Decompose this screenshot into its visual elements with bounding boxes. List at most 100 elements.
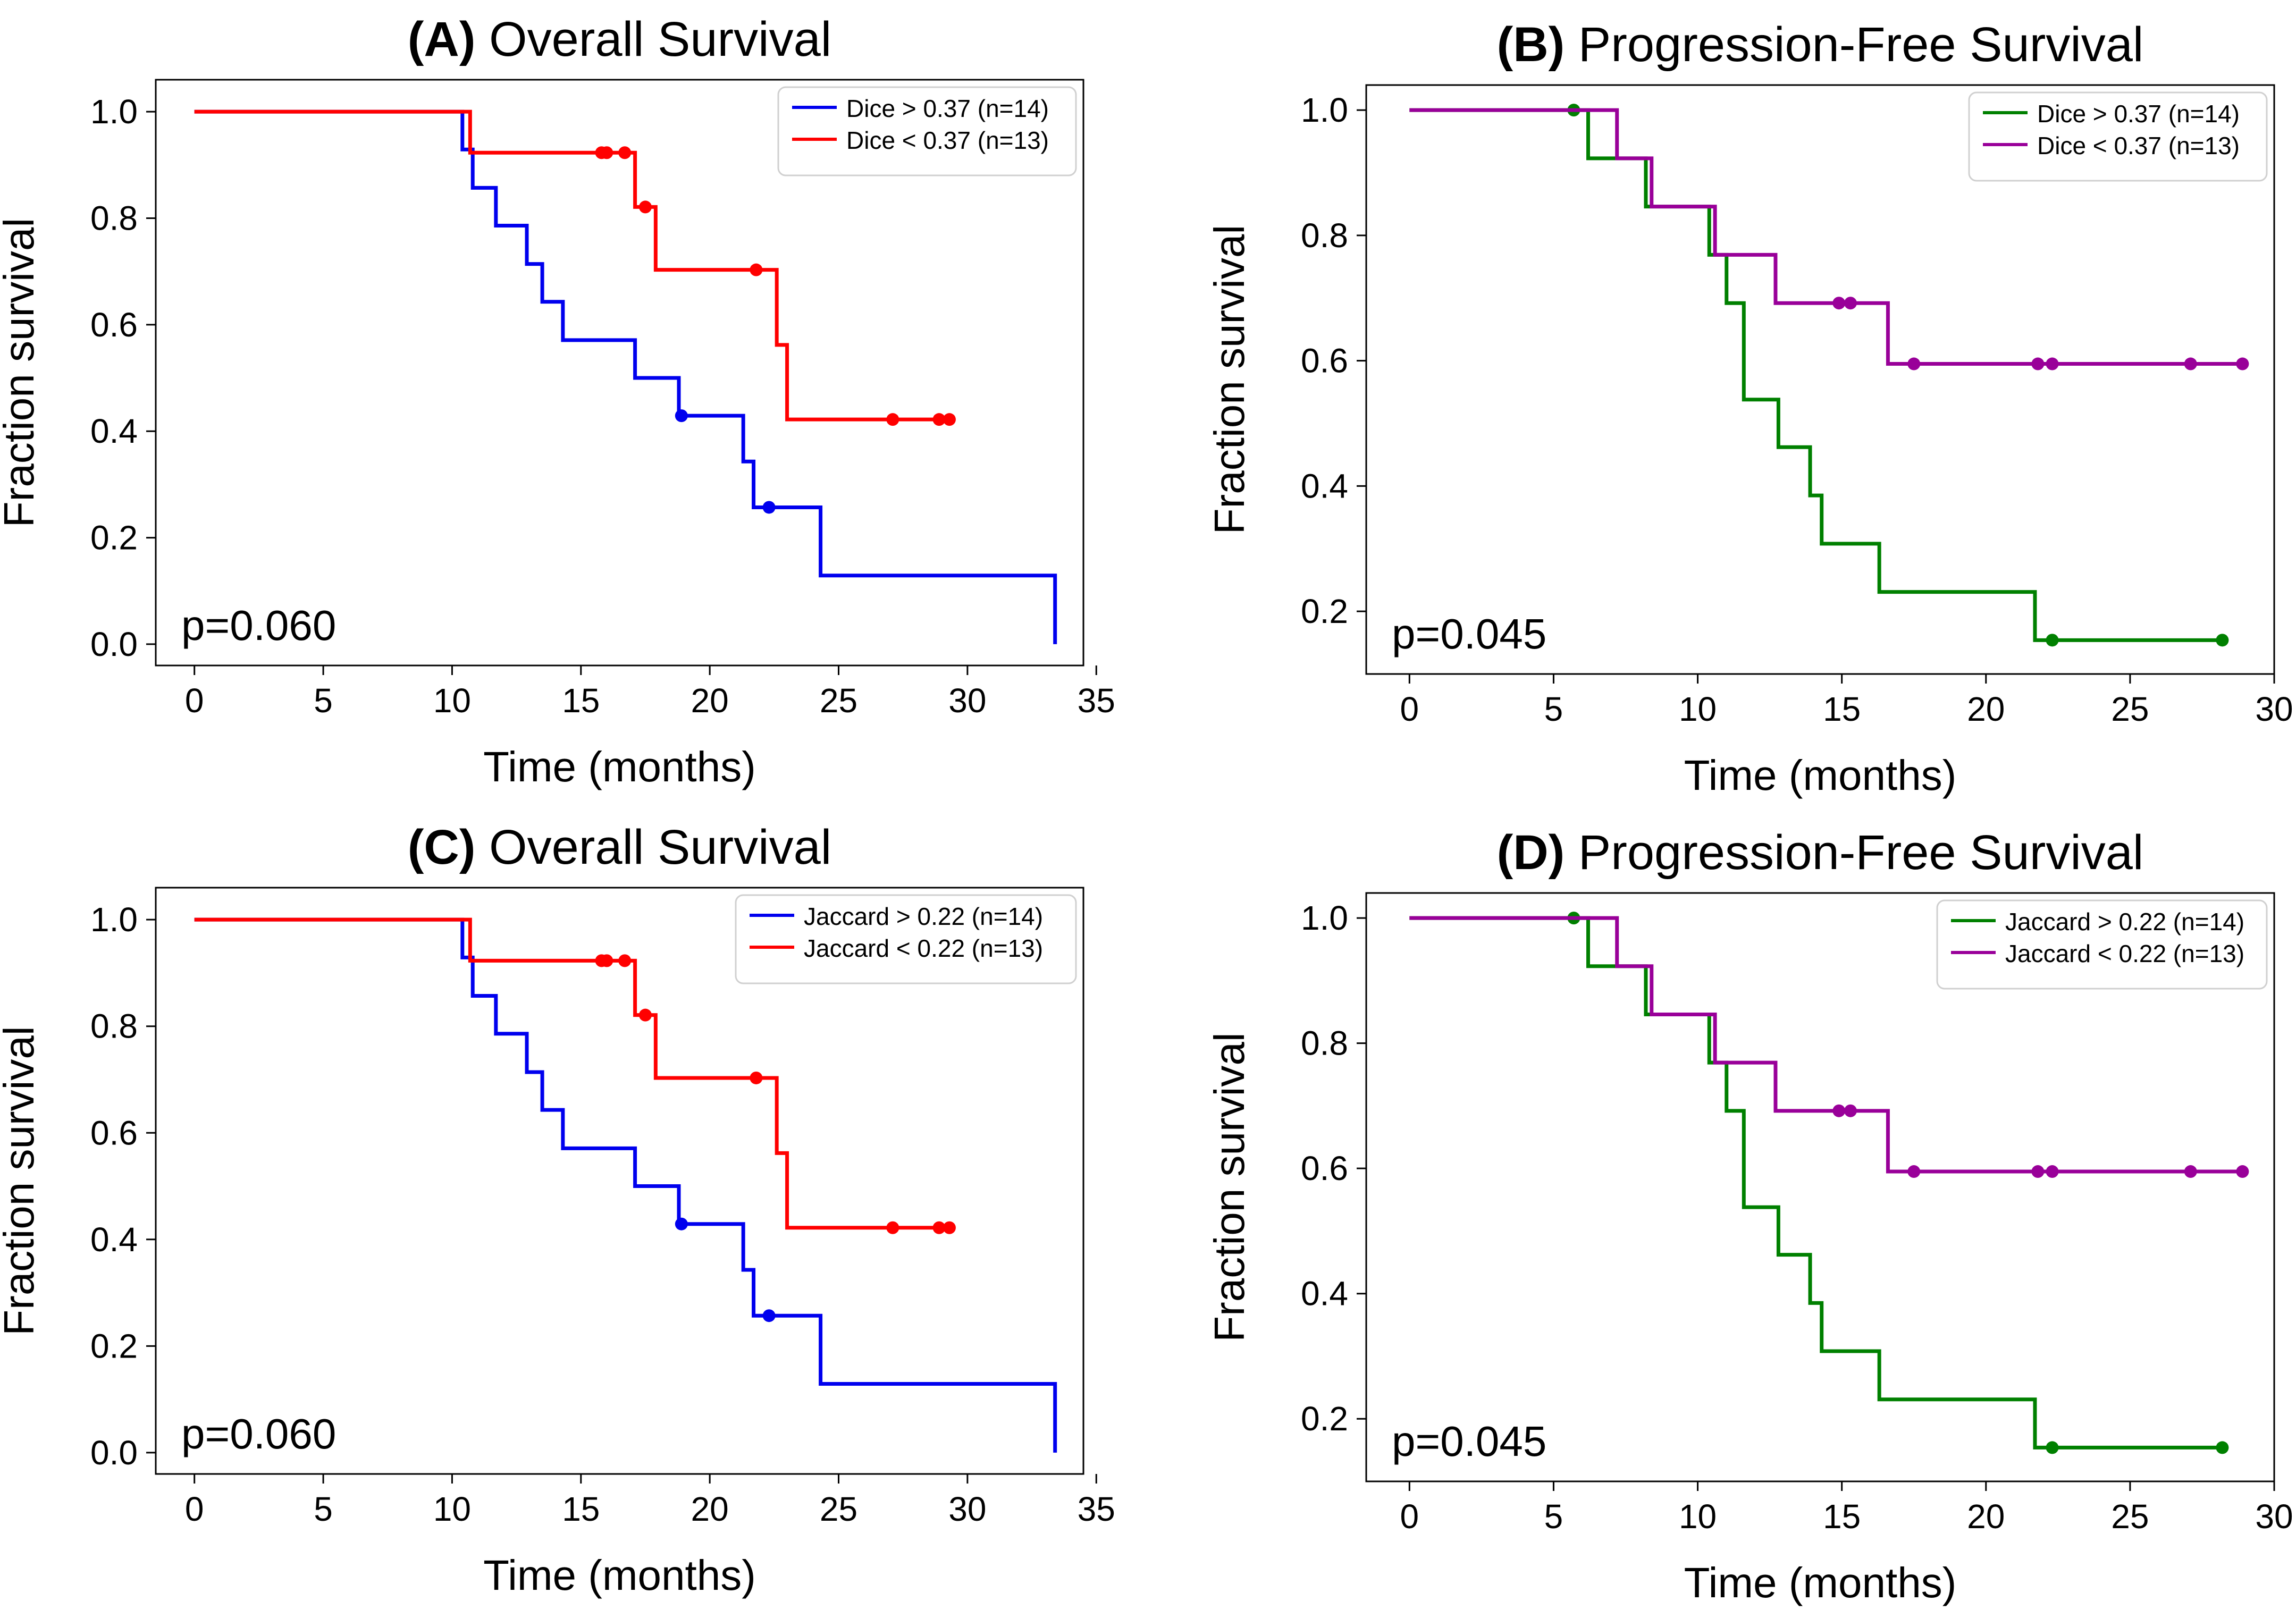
survival-curve-line bbox=[1409, 108, 2245, 366]
censor-marker bbox=[2046, 634, 2059, 647]
censor-marker bbox=[2236, 357, 2249, 370]
chart-title-prefix: (D) bbox=[1497, 825, 1565, 880]
legend-entry-label: Dice < 0.37 (n=13) bbox=[846, 127, 1049, 154]
chart-title-main: Progression-Free Survival bbox=[1578, 18, 2143, 72]
chart-title-main: Overall Survival bbox=[489, 12, 831, 66]
censor-marker bbox=[2216, 1441, 2229, 1454]
plot-area-frame bbox=[155, 79, 1084, 667]
y-tick-label: 0.4 bbox=[1301, 1275, 1348, 1313]
chart-title-main: Overall Survival bbox=[489, 820, 831, 874]
x-tick-label: 25 bbox=[2111, 690, 2149, 728]
legend-entry-label: Jaccard < 0.22 (n=13) bbox=[2005, 940, 2244, 967]
plot-area-frame bbox=[1365, 892, 2275, 1482]
x-tick-label: 20 bbox=[691, 681, 729, 720]
x-tick-label: 5 bbox=[314, 1490, 333, 1528]
censor-marker bbox=[886, 413, 899, 426]
censor-marker bbox=[1907, 1165, 1921, 1178]
y-axis-label: Fraction survival bbox=[0, 218, 43, 527]
x-tick-label: 15 bbox=[562, 681, 600, 720]
chart-title-prefix: (B) bbox=[1497, 18, 1565, 72]
panel-d: (D) Progression-Free Survival 0 5 10 15 20 25 3… bbox=[1206, 825, 2293, 1606]
censor-marker bbox=[2236, 1165, 2249, 1178]
series-high bbox=[194, 917, 1057, 1453]
y-tick-label: 0.2 bbox=[1301, 592, 1348, 630]
series-high bbox=[1409, 104, 2229, 647]
y-tick-label: 0.6 bbox=[1301, 1149, 1348, 1187]
chart-title-prefix: (C) bbox=[408, 820, 476, 874]
x-tick-label: 25 bbox=[2111, 1497, 2149, 1536]
y-tick-label: 1.0 bbox=[1301, 899, 1348, 937]
x-tick-label: 35 bbox=[1078, 1490, 1115, 1528]
y-axis-label: Fraction survival bbox=[1206, 1032, 1253, 1342]
x-axis-label: Time (months) bbox=[483, 1552, 756, 1599]
p-value-annotation: p=0.045 bbox=[1392, 1418, 1546, 1465]
censor-marker bbox=[762, 501, 776, 514]
censor-marker bbox=[932, 1221, 946, 1234]
censor-marker bbox=[638, 1008, 652, 1022]
legend: Jaccard > 0.22 (n=14) Jaccard < 0.22 (n=1… bbox=[1936, 899, 2268, 990]
panel-a: (A) Overall Survival 0 5 10 15 20 25 30 35 0.0 0.2… bbox=[0, 12, 1115, 790]
y-axis-label: Fraction survival bbox=[1206, 225, 1253, 534]
y-tick-label: 0.8 bbox=[1301, 216, 1348, 255]
x-tick-label: 15 bbox=[562, 1490, 600, 1528]
censor-marker bbox=[943, 413, 956, 426]
x-tick-label: 35 bbox=[1078, 681, 1115, 720]
x-tick-label: 20 bbox=[1967, 1497, 2005, 1536]
y-tick-label: 0.8 bbox=[90, 1007, 138, 1046]
censor-marker bbox=[1844, 1104, 1857, 1117]
x-tick-label: 30 bbox=[948, 1490, 986, 1528]
y-tick-label: 1.0 bbox=[1301, 91, 1348, 129]
panel-c: (C) Overall Survival 0 5 10 15 20 25 30 35 0.0 0.2… bbox=[0, 820, 1115, 1599]
p-value-annotation: p=0.060 bbox=[181, 602, 336, 649]
x-tick-label: 15 bbox=[1823, 690, 1861, 728]
legend: Dice > 0.37 (n=14) Dice < 0.37 (n=13) bbox=[1968, 91, 2268, 182]
censor-marker bbox=[618, 146, 632, 159]
censor-marker bbox=[886, 1221, 899, 1234]
x-tick-label: 15 bbox=[1823, 1497, 1861, 1536]
x-tick-label: 0 bbox=[185, 1490, 204, 1528]
x-tick-label: 25 bbox=[820, 681, 857, 720]
y-tick-label: 0.4 bbox=[1301, 467, 1348, 505]
x-tick-label: 5 bbox=[1544, 690, 1563, 728]
censor-marker bbox=[2216, 634, 2229, 647]
censor-marker bbox=[2184, 1165, 2197, 1178]
censor-marker bbox=[675, 409, 688, 423]
series-low bbox=[194, 109, 956, 426]
y-tick-label: 0.8 bbox=[1301, 1024, 1348, 1063]
y-tick-label: 0.4 bbox=[90, 412, 138, 450]
censor-marker bbox=[638, 200, 652, 214]
censor-marker bbox=[1844, 297, 1857, 310]
y-tick-label: 0.4 bbox=[90, 1220, 138, 1259]
x-axis-label: Time (months) bbox=[483, 743, 756, 790]
censor-marker bbox=[750, 263, 763, 276]
x-tick-label: 10 bbox=[1679, 1497, 1717, 1536]
x-tick-label: 25 bbox=[820, 1490, 857, 1528]
y-tick-label: 0.6 bbox=[1301, 342, 1348, 380]
x-tick-label: 20 bbox=[691, 1490, 729, 1528]
x-tick-label: 30 bbox=[948, 681, 986, 720]
x-tick-label: 10 bbox=[1679, 690, 1717, 728]
series-low bbox=[194, 917, 956, 1234]
censor-marker bbox=[1832, 1104, 1846, 1117]
x-tick-label: 30 bbox=[2255, 1497, 2293, 1536]
p-value-annotation: p=0.045 bbox=[1392, 610, 1546, 658]
survival-curve-line bbox=[1409, 916, 2245, 1174]
censor-marker bbox=[932, 413, 946, 426]
survival-curve-line bbox=[1409, 916, 2225, 1450]
censor-marker bbox=[750, 1071, 763, 1084]
x-axis-label: Time (months) bbox=[1684, 752, 1957, 799]
chart-title: (C) Overall Survival bbox=[408, 820, 831, 874]
series-low bbox=[1409, 916, 2249, 1178]
chart-title-space bbox=[1565, 825, 1578, 880]
x-tick-label: 0 bbox=[1400, 690, 1419, 728]
survival-curve-line bbox=[194, 917, 952, 1230]
censor-marker bbox=[2046, 1165, 2059, 1178]
y-tick-label: 1.0 bbox=[90, 92, 138, 131]
series-high bbox=[1409, 912, 2229, 1454]
chart-title: (A) Overall Survival bbox=[408, 12, 831, 66]
x-tick-label: 20 bbox=[1967, 690, 2005, 728]
legend-frame bbox=[777, 86, 1077, 176]
survival-curve-line bbox=[194, 109, 952, 422]
censor-marker bbox=[600, 146, 613, 159]
